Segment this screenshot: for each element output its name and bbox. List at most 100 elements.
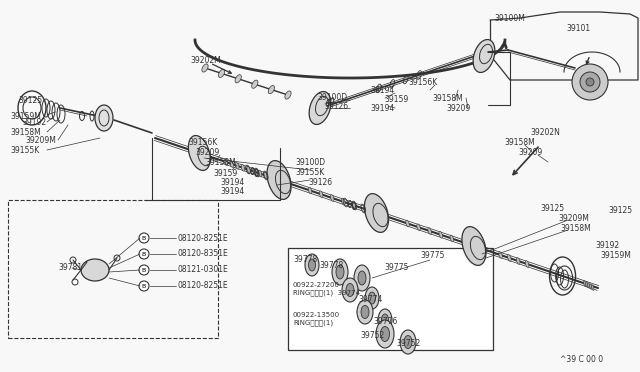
Text: 08120-8351E: 08120-8351E: [178, 250, 228, 259]
Ellipse shape: [319, 191, 323, 198]
Ellipse shape: [586, 78, 594, 86]
Ellipse shape: [81, 259, 109, 281]
Ellipse shape: [381, 327, 390, 341]
Text: B: B: [142, 283, 146, 289]
Text: ^39 C 00 0: ^39 C 00 0: [560, 356, 603, 365]
Ellipse shape: [342, 278, 358, 302]
Ellipse shape: [230, 161, 234, 167]
Bar: [288, 248, 493, 350]
Text: 39100M: 39100M: [494, 13, 525, 22]
Ellipse shape: [247, 166, 250, 173]
Circle shape: [139, 233, 149, 243]
Text: 39125: 39125: [18, 96, 42, 105]
Text: 39155K: 39155K: [295, 167, 324, 176]
Text: 39155K: 39155K: [10, 145, 39, 154]
Text: 08120-8251E: 08120-8251E: [178, 282, 228, 291]
Ellipse shape: [584, 280, 586, 286]
Text: 39159: 39159: [213, 169, 237, 177]
Text: 39159M: 39159M: [10, 112, 41, 121]
Ellipse shape: [218, 69, 225, 77]
Ellipse shape: [400, 330, 416, 354]
Text: 39126: 39126: [324, 102, 348, 110]
Ellipse shape: [358, 271, 366, 285]
Text: 00922-27200: 00922-27200: [293, 282, 340, 288]
Text: 39778: 39778: [319, 260, 343, 269]
Text: 39209M: 39209M: [558, 214, 589, 222]
Ellipse shape: [406, 220, 409, 227]
Text: 39209: 39209: [446, 103, 470, 112]
Text: 39125: 39125: [541, 203, 565, 212]
Text: B: B: [142, 267, 146, 273]
Ellipse shape: [462, 227, 486, 265]
Ellipse shape: [346, 283, 354, 296]
Text: 39100D: 39100D: [295, 157, 325, 167]
Ellipse shape: [267, 161, 291, 199]
Text: 39209: 39209: [518, 148, 542, 157]
Ellipse shape: [253, 168, 256, 175]
Text: 39192: 39192: [595, 241, 619, 250]
Circle shape: [139, 265, 149, 275]
Ellipse shape: [305, 254, 319, 276]
Ellipse shape: [586, 282, 588, 288]
Ellipse shape: [330, 195, 334, 201]
Text: 39774: 39774: [358, 295, 382, 305]
Text: 39778: 39778: [293, 256, 317, 264]
Ellipse shape: [241, 164, 244, 171]
Text: 39158M: 39158M: [205, 157, 236, 167]
Ellipse shape: [353, 202, 356, 209]
Text: 39776: 39776: [373, 317, 397, 327]
Ellipse shape: [439, 231, 442, 238]
Ellipse shape: [236, 163, 239, 169]
Ellipse shape: [308, 187, 312, 194]
Text: RINGリング(1): RINGリング(1): [293, 320, 333, 326]
Text: RINGリング(1)  39774: RINGリング(1) 39774: [293, 290, 360, 296]
Text: 39101: 39101: [566, 23, 590, 32]
Text: 39781: 39781: [58, 263, 82, 273]
Bar: [8, 200, 218, 338]
Ellipse shape: [417, 224, 420, 231]
Ellipse shape: [591, 285, 594, 291]
Ellipse shape: [428, 228, 431, 234]
Ellipse shape: [473, 39, 495, 73]
Text: 39125: 39125: [608, 205, 632, 215]
Text: 39156K: 39156K: [188, 138, 217, 147]
Ellipse shape: [332, 259, 348, 285]
Ellipse shape: [572, 64, 608, 100]
Text: 39156K: 39156K: [408, 77, 437, 87]
Ellipse shape: [365, 287, 379, 309]
Ellipse shape: [499, 251, 502, 259]
Text: 00922-13500: 00922-13500: [293, 312, 340, 318]
Text: 39126: 39126: [308, 177, 332, 186]
Text: 39192: 39192: [22, 118, 46, 126]
Ellipse shape: [268, 86, 275, 94]
Text: 39194: 39194: [220, 186, 244, 196]
Ellipse shape: [336, 265, 344, 279]
Ellipse shape: [354, 265, 370, 291]
Text: 39209: 39209: [195, 148, 220, 157]
Ellipse shape: [285, 91, 291, 99]
Text: 39775: 39775: [420, 251, 444, 260]
Ellipse shape: [369, 292, 376, 304]
Text: 39158M: 39158M: [560, 224, 591, 232]
Text: B: B: [142, 251, 146, 257]
Ellipse shape: [364, 206, 367, 213]
Text: 39158M: 39158M: [504, 138, 535, 147]
Ellipse shape: [589, 283, 592, 289]
Text: 39194: 39194: [220, 177, 244, 186]
Ellipse shape: [381, 314, 388, 326]
Ellipse shape: [95, 105, 113, 131]
Circle shape: [139, 249, 149, 259]
Ellipse shape: [516, 258, 520, 264]
Text: 39202M: 39202M: [190, 55, 221, 64]
Ellipse shape: [580, 72, 600, 92]
Ellipse shape: [259, 170, 262, 177]
Text: 39775: 39775: [384, 263, 408, 273]
Ellipse shape: [264, 172, 268, 179]
Text: 39159M: 39159M: [600, 250, 631, 260]
Ellipse shape: [525, 261, 529, 267]
Text: 39209M: 39209M: [25, 135, 56, 144]
Ellipse shape: [361, 305, 369, 318]
Ellipse shape: [188, 135, 210, 170]
Text: 39158M: 39158M: [432, 93, 463, 103]
Ellipse shape: [252, 80, 258, 88]
